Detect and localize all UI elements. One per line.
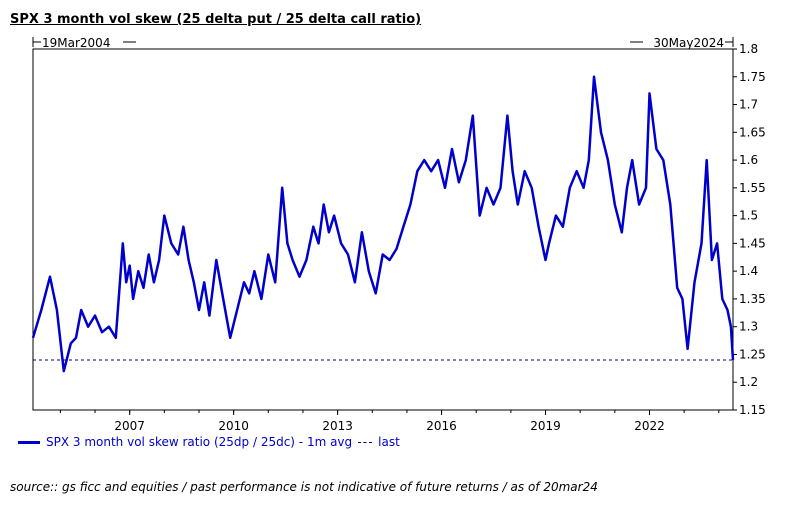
legend-series-label: SPX 3 month vol skew ratio (25dp / 25dc)… bbox=[46, 435, 353, 449]
y-tick-label: 1.65 bbox=[739, 125, 766, 139]
source-note: source:: gs ficc and equities / past per… bbox=[10, 480, 598, 494]
y-tick-label: 1.5 bbox=[739, 209, 758, 223]
y-axis: 1.15 1.2 1.25 1.3 1.35 1.4 1.45 1.5 1.55 1.6 1.65 1… bbox=[733, 42, 766, 417]
legend-last-label: last bbox=[378, 435, 400, 449]
y-tick-label: 1.7 bbox=[739, 98, 758, 112]
legend-last-swatch bbox=[358, 441, 373, 443]
x-axis: 2007 2010 2013 2016 2019 2022 bbox=[59, 410, 720, 433]
y-tick-label: 1.3 bbox=[739, 320, 758, 334]
y-tick-label: 1.8 bbox=[739, 42, 758, 56]
start-date-label: 19Mar2004 bbox=[42, 36, 110, 50]
x-tick-label: 2016 bbox=[426, 419, 457, 433]
y-tick-label: 1.35 bbox=[739, 292, 766, 306]
y-tick-label: 1.45 bbox=[739, 236, 766, 250]
x-tick-label: 2022 bbox=[634, 419, 665, 433]
skew-series-line bbox=[31, 75, 735, 373]
legend: SPX 3 month vol skew ratio (25dp / 25dc)… bbox=[18, 435, 400, 449]
x-tick-label: 2019 bbox=[530, 419, 561, 433]
y-tick-label: 1.25 bbox=[739, 347, 766, 361]
plot-frame bbox=[32, 48, 734, 411]
end-date-label: 30May2024 bbox=[653, 36, 724, 50]
x-tick-label: 2007 bbox=[114, 419, 145, 433]
y-tick-label: 1.75 bbox=[739, 70, 766, 84]
y-tick-label: 1.15 bbox=[739, 403, 766, 417]
y-tick-label: 1.4 bbox=[739, 264, 758, 278]
y-tick-label: 1.6 bbox=[739, 153, 758, 167]
x-tick-label: 2010 bbox=[218, 419, 249, 433]
legend-series-swatch bbox=[18, 440, 40, 444]
top-date-annotations: 19Mar2004 30May2024 bbox=[32, 36, 734, 50]
x-tick-label: 2013 bbox=[322, 419, 353, 433]
y-tick-label: 1.2 bbox=[739, 375, 758, 389]
chart-title: SPX 3 month vol skew (25 delta put / 25 … bbox=[10, 12, 422, 27]
y-tick-label: 1.55 bbox=[739, 181, 766, 195]
